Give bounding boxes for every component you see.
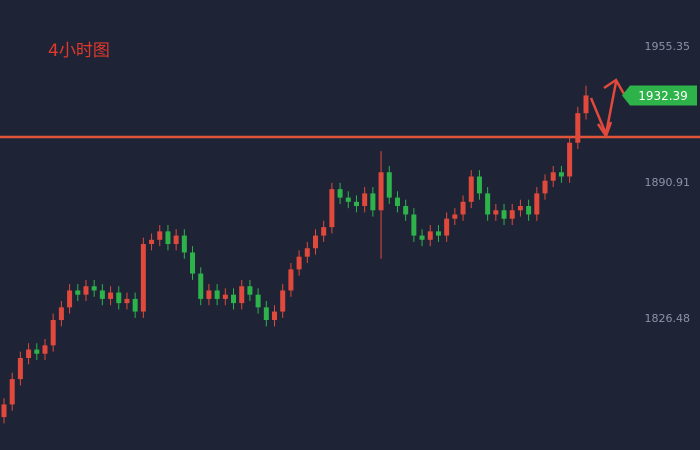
candle-body — [67, 290, 73, 308]
candle-body — [34, 349, 40, 354]
candle-body — [42, 345, 48, 354]
candle-body — [386, 172, 392, 198]
candle-body — [452, 214, 458, 219]
candle-body — [50, 320, 56, 346]
candle-body — [370, 193, 376, 211]
candle-body — [296, 256, 302, 270]
candle-body — [542, 180, 548, 194]
candle-body — [493, 210, 499, 215]
candle-body — [509, 210, 515, 219]
candle-body — [247, 286, 253, 295]
candle-body — [280, 290, 286, 312]
candle-body — [403, 206, 409, 215]
candle-body — [583, 95, 589, 114]
candle-body — [263, 307, 269, 321]
candle-body — [517, 206, 523, 211]
candle-body — [444, 218, 450, 236]
candle-body — [321, 227, 327, 236]
candle-body — [526, 206, 532, 215]
candle-body — [534, 193, 540, 215]
candle-body — [337, 189, 343, 198]
candle-body — [558, 172, 564, 177]
price-tag-label: 1932.39 — [638, 89, 688, 103]
candle-body — [231, 294, 237, 304]
candle-body — [362, 193, 368, 207]
candle-body — [353, 201, 359, 207]
candle-body — [501, 210, 507, 219]
candle-body — [329, 189, 335, 228]
candle-body — [173, 235, 179, 245]
price-tag — [622, 85, 697, 106]
candle-body — [419, 235, 425, 240]
candle-body — [345, 197, 351, 202]
candle-body — [116, 292, 122, 304]
candle-body — [476, 176, 482, 194]
candle-body — [288, 269, 294, 291]
y-tick-label: 1955.35 — [645, 40, 691, 53]
candle-body — [157, 231, 163, 240]
candle-body — [378, 172, 384, 211]
candle-body — [485, 193, 491, 215]
candle-body — [394, 197, 400, 207]
candle-body — [75, 290, 81, 295]
chart-title: 4小时图 — [48, 41, 110, 61]
candle-body — [165, 231, 171, 245]
candle-body — [239, 286, 245, 304]
candle-body — [149, 239, 155, 245]
forecast-arrow — [589, 78, 626, 139]
candle-body — [460, 201, 466, 215]
candle-body — [567, 142, 573, 177]
candle-body — [132, 298, 138, 312]
candle-body — [181, 235, 187, 253]
candle-body — [26, 349, 32, 358]
y-tick-label: 1890.91 — [645, 176, 691, 189]
candle-body — [222, 294, 228, 299]
candle-body — [272, 311, 278, 321]
candle-body — [198, 273, 204, 299]
candle-body — [17, 357, 23, 380]
candle-body — [411, 214, 417, 236]
candle-body — [468, 176, 474, 202]
candle-body — [312, 235, 318, 249]
candle-body — [255, 294, 261, 308]
candle-body — [427, 231, 433, 240]
candle-body — [190, 252, 196, 274]
candle-body — [435, 231, 441, 236]
candle-body — [304, 248, 310, 257]
candle-body — [1, 404, 7, 418]
candle-body — [108, 292, 114, 299]
candle-body — [91, 286, 97, 291]
candle-body — [550, 172, 556, 181]
candle-body — [83, 286, 89, 295]
candle-body — [206, 290, 212, 299]
y-tick-label: 1826.48 — [645, 312, 691, 325]
candle-body — [99, 290, 105, 299]
candle-body — [214, 290, 220, 299]
candle-body — [58, 307, 64, 321]
candle-body — [575, 113, 581, 143]
candle-body — [140, 244, 146, 312]
candle-body — [9, 379, 15, 405]
candle-body — [124, 298, 130, 304]
